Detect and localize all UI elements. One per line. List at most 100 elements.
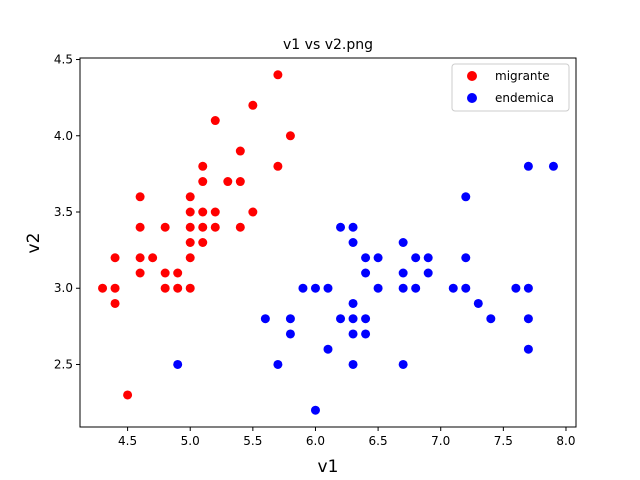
point-migrante-37 [285,131,295,141]
point-migrante-14 [173,268,183,278]
point-endemica-1 [260,314,270,324]
point-migrante-20 [185,192,195,202]
point-migrante-6 [135,253,145,263]
point-migrante-11 [160,268,170,278]
point-migrante-29 [223,177,233,187]
point-endemica-17 [348,222,358,232]
legend: migrante endemica [451,63,570,112]
point-endemica-22 [373,283,383,293]
chart-title: v1 vs v2.png [283,37,373,53]
point-migrante-7 [135,222,145,232]
legend-label-migrante: migrante [495,69,550,83]
x-tick-label-2: 5.5 [243,434,262,448]
x-tick-label-1: 5.0 [181,434,200,448]
point-endemica-41 [523,283,533,293]
point-endemica-0 [173,359,183,369]
point-endemica-40 [523,314,533,324]
point-migrante-28 [210,116,220,126]
point-endemica-31 [423,253,433,263]
y-tick-label-1: 3.0 [54,281,73,295]
point-migrante-5 [135,268,145,278]
point-migrante-16 [185,253,195,263]
points-layer [98,70,558,415]
point-endemica-27 [398,238,408,247]
point-endemica-4 [285,314,295,324]
y-axis-ticks: 2.5 3.0 3.5 4.0 4.5 [54,53,80,371]
point-migrante-24 [198,177,208,187]
x-tick-label-3: 6.0 [306,434,325,448]
legend-label-endemica: endemica [495,91,554,105]
point-endemica-42 [523,161,533,171]
point-endemica-19 [361,314,371,324]
point-migrante-12 [160,222,170,232]
point-endemica-6 [310,405,320,415]
point-endemica-28 [411,283,421,293]
point-migrante-19 [185,207,195,217]
point-endemica-14 [348,314,358,324]
point-migrante-8 [135,192,145,202]
point-migrante-13 [173,283,183,293]
point-endemica-24 [398,359,408,369]
point-migrante-18 [185,222,195,232]
x-tick-label-4: 6.5 [369,434,388,448]
point-migrante-3 [110,253,120,263]
x-tick-label-5: 7.0 [431,434,450,448]
point-migrante-17 [185,238,195,247]
point-endemica-21 [361,253,371,263]
point-endemica-12 [348,359,358,369]
point-migrante-9 [148,253,158,263]
point-endemica-34 [461,253,471,263]
point-migrante-23 [198,207,208,217]
point-endemica-8 [323,344,333,354]
point-migrante-33 [248,207,258,217]
point-migrante-27 [210,207,220,217]
point-endemica-39 [523,344,533,354]
point-endemica-38 [511,283,521,293]
point-endemica-20 [361,268,371,278]
legend-box [451,63,570,112]
y-axis-label: v2 [24,233,44,254]
point-migrante-2 [110,283,120,293]
point-migrante-0 [98,283,108,293]
x-tick-label-6: 7.5 [494,434,513,448]
point-migrante-25 [198,161,208,171]
point-migrante-1 [110,298,120,308]
point-migrante-21 [198,238,208,247]
point-endemica-30 [423,268,433,278]
point-migrante-15 [185,283,195,293]
x-axis-ticks: 4.5 5.0 5.5 6.0 6.5 7.0 7.5 8.0 [118,427,576,448]
point-migrante-35 [273,161,283,171]
y-tick-label-0: 2.5 [54,357,73,371]
point-endemica-36 [473,298,483,308]
point-endemica-18 [361,329,371,339]
point-endemica-3 [285,329,295,339]
point-migrante-31 [235,177,245,187]
point-migrante-22 [198,222,208,232]
point-endemica-13 [348,329,358,339]
y-tick-label-3: 4.0 [54,129,73,143]
point-migrante-34 [248,100,258,110]
plot-frame [79,57,577,428]
point-endemica-9 [323,283,333,293]
legend-marker-migrante [467,71,477,81]
point-endemica-29 [411,253,421,263]
point-endemica-15 [348,298,358,308]
point-endemica-32 [448,283,458,293]
point-endemica-43 [548,161,558,171]
legend-marker-endemica [467,93,477,103]
plot-area [80,58,576,427]
point-migrante-10 [160,283,170,293]
point-endemica-26 [398,268,408,278]
point-endemica-23 [373,253,383,263]
y-tick-label-2: 3.5 [54,205,73,219]
point-endemica-10 [336,314,346,324]
x-axis-label: v1 [318,457,339,477]
point-endemica-2 [273,359,283,369]
x-tick-label-7: 8.0 [556,434,575,448]
point-endemica-25 [398,283,408,293]
x-tick-label-0: 4.5 [118,434,137,448]
point-endemica-37 [486,314,496,324]
point-endemica-16 [348,238,358,247]
y-tick-label-4: 4.5 [54,53,73,67]
